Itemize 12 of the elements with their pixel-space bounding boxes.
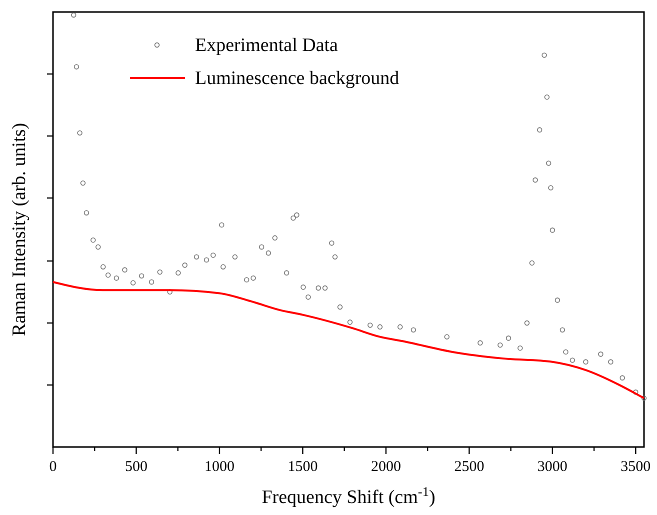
legend-label: Experimental Data [195, 35, 339, 56]
x-tick-label: 0 [49, 459, 57, 475]
x-tick-label: 3000 [537, 459, 568, 475]
x-tick-label: 500 [124, 459, 148, 475]
x-tick-label: 1000 [204, 459, 234, 475]
legend-label: Luminescence background [195, 68, 400, 89]
x-tick-label: 1500 [288, 459, 318, 475]
x-tick-label: 2000 [370, 459, 401, 475]
x-tick-label: 3500 [620, 459, 651, 475]
y-axis-title: Raman Intensity (arb. units) [9, 122, 30, 336]
x-tick-label: 2500 [454, 459, 484, 475]
x-axis-title: Frequency Shift (cm$^{-1}$) [262, 484, 436, 508]
